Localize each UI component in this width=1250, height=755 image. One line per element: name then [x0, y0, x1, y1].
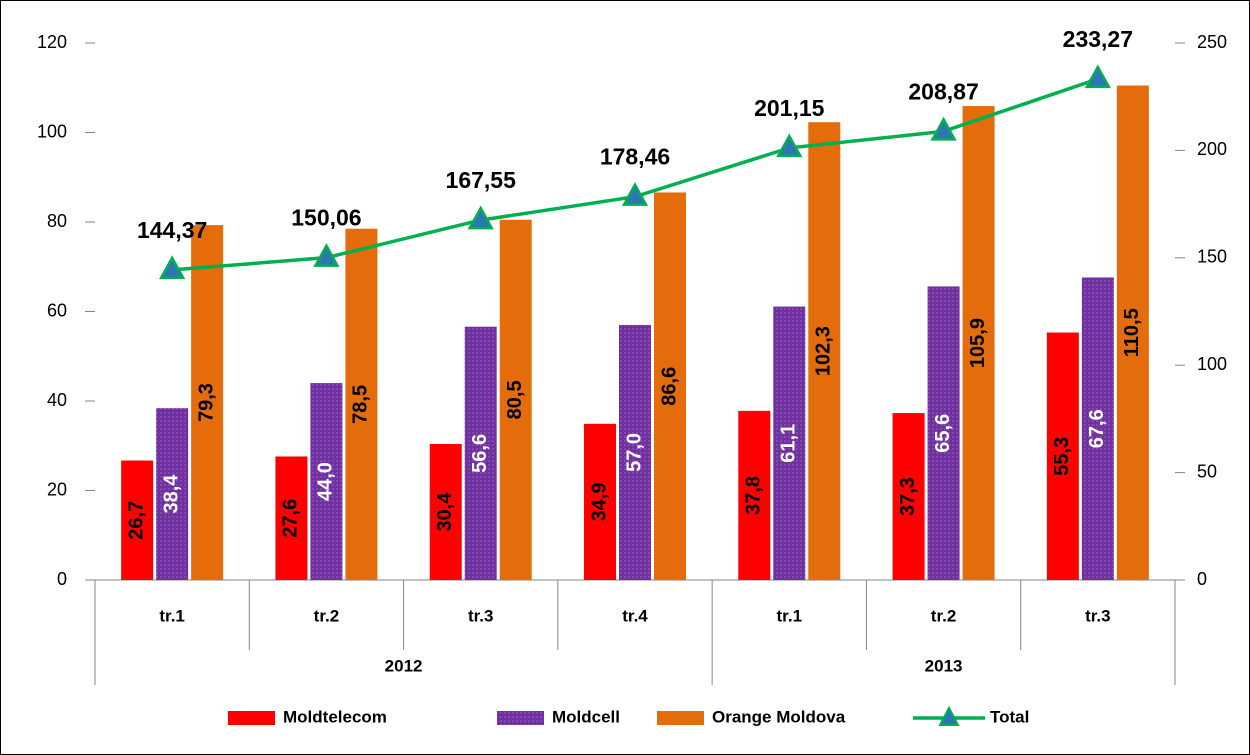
bar: [191, 225, 224, 580]
y2-tick-label: 200: [1197, 139, 1227, 159]
y-tick-label: 0: [57, 569, 67, 589]
bar: [738, 410, 771, 580]
bar-value-label: 55,3: [1051, 437, 1073, 476]
y-tick-label: 80: [47, 211, 67, 231]
x-group-label: 2012: [385, 656, 423, 675]
line-value-label: 233,27: [1063, 26, 1133, 52]
bar-value-label: 34,9: [588, 482, 610, 521]
line-value-label: 167,55: [446, 167, 517, 193]
y-tick-label: 100: [37, 121, 67, 141]
x-tick-label: tr.3: [1085, 606, 1111, 625]
line-marker: [1084, 64, 1111, 89]
line-value-label: 201,15: [754, 95, 825, 121]
bar-value-label: 110,5: [1121, 308, 1143, 357]
line-marker: [776, 133, 803, 158]
y2-tick-label: 0: [1197, 569, 1207, 589]
line-value-label: 150,06: [291, 205, 361, 231]
legend-swatch: [497, 711, 544, 725]
line-marker: [621, 182, 649, 206]
bar-value-label: 86,6: [658, 367, 680, 406]
bar: [892, 413, 925, 580]
bar: [927, 286, 960, 580]
legend-label: Orange Moldova: [712, 707, 846, 726]
bar-value-label: 26,7: [125, 501, 147, 540]
bar: [1081, 277, 1114, 580]
bar-value-label: 38,4: [160, 474, 182, 514]
x-tick-label: tr.1: [159, 606, 185, 625]
line-value-label: 208,87: [908, 78, 978, 104]
bar: [654, 192, 686, 580]
bar-value-label: 30,4: [434, 492, 456, 532]
bar: [962, 106, 995, 580]
y2-tick-label: 100: [1197, 354, 1227, 374]
x-tick-label: tr.2: [931, 606, 957, 625]
x-tick-label: tr.4: [622, 606, 648, 625]
bar-value-label: 44,0: [315, 462, 337, 501]
line-marker: [159, 255, 186, 280]
legend-label: Total: [990, 707, 1029, 726]
legend-swatch: [657, 711, 704, 725]
bar: [584, 423, 616, 580]
bar-value-label: 78,5: [350, 385, 372, 424]
bar-value-label: 65,6: [932, 414, 954, 453]
bar: [619, 324, 651, 580]
y2-tick-label: 50: [1197, 461, 1217, 481]
x-tick-label: tr.3: [468, 606, 494, 625]
line-marker: [313, 243, 340, 267]
y2-tick-label: 150: [1197, 247, 1227, 267]
legend-swatch: [228, 711, 275, 725]
bar: [1116, 85, 1149, 580]
x-tick-label: tr.1: [777, 606, 803, 625]
bar: [345, 228, 378, 580]
line-value-label: 144,37: [137, 217, 207, 243]
legend-marker: [938, 705, 960, 726]
x-tick-label: tr.2: [314, 606, 340, 625]
line-marker: [467, 205, 494, 230]
bar: [121, 460, 154, 580]
x-group-label: 2013: [925, 656, 963, 675]
bar-value-label: 57,0: [623, 433, 645, 472]
bar: [808, 122, 841, 581]
bar: [429, 443, 462, 580]
legend-label: Moldtelecom: [283, 707, 387, 726]
line-value-label: 178,46: [600, 144, 670, 170]
bar-value-label: 37,8: [743, 476, 765, 515]
bar-value-label: 27,6: [280, 499, 302, 538]
bar: [156, 408, 189, 580]
bar-value-label: 105,9: [967, 318, 989, 368]
y-tick-label: 20: [47, 479, 67, 499]
bar-value-label: 102,3: [813, 326, 835, 376]
bar: [464, 326, 497, 580]
bar: [1046, 332, 1079, 580]
bar-value-label: 56,6: [469, 434, 491, 473]
legend-label: Moldcell: [552, 707, 620, 726]
bar-value-label: 79,3: [195, 383, 217, 422]
bar: [499, 219, 532, 580]
bar-value-label: 61,1: [778, 424, 800, 463]
bar-value-label: 67,6: [1086, 409, 1108, 448]
y-tick-label: 120: [37, 32, 67, 52]
bar: [310, 383, 343, 580]
bar-value-label: 80,5: [504, 380, 526, 419]
y2-tick-label: 250: [1197, 32, 1227, 52]
bar: [773, 306, 806, 580]
bar: [275, 456, 308, 580]
line-marker: [930, 116, 957, 141]
bar-value-label: 37,3: [897, 477, 919, 516]
y-tick-label: 60: [47, 300, 67, 320]
y-tick-label: 40: [47, 390, 67, 410]
